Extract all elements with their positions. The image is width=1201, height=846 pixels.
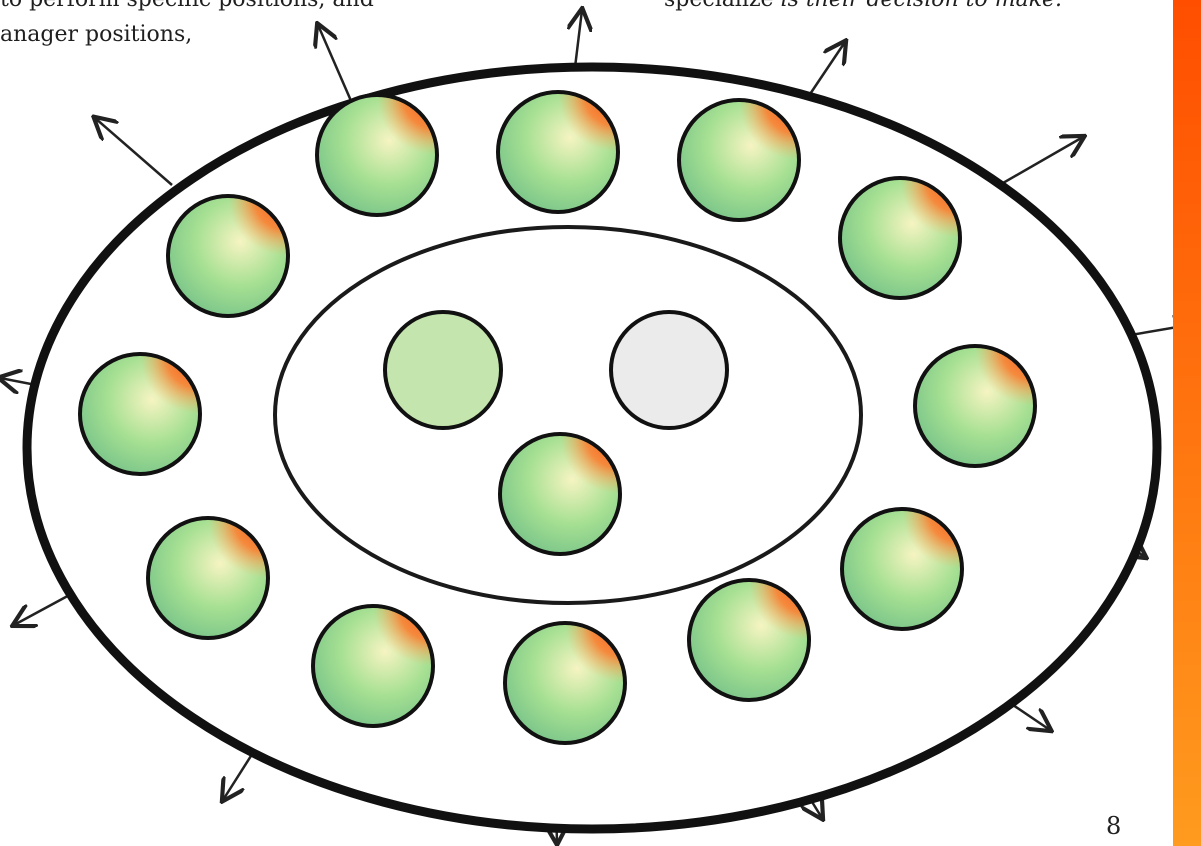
gradient-ball — [166, 194, 290, 318]
gradient-ball — [315, 93, 439, 217]
outward-arrow — [95, 118, 173, 186]
cropped-text-right: specialize is their decision to make. — [664, 0, 1062, 13]
gradient-ball — [838, 176, 962, 300]
gradient-ball — [840, 507, 964, 631]
cropped-text-right-italic: is their decision to make. — [781, 0, 1063, 12]
cropped-text-right-plain: specialize — [664, 0, 781, 12]
inner-ring — [273, 225, 863, 605]
outer-ball-ring — [78, 90, 1037, 745]
cropped-text-line-1: to perform specific positions, and — [0, 0, 374, 13]
inner-circle-group — [383, 310, 729, 556]
cropped-text-line-2: anager positions, — [0, 22, 193, 47]
inner-gradient-ball — [498, 432, 622, 556]
outward-arrow — [318, 25, 357, 111]
gradient-ball — [146, 516, 270, 640]
inner-plain-gray-circle — [609, 310, 729, 430]
gradient-ball — [913, 344, 1037, 468]
gradient-ball — [496, 90, 620, 214]
gradient-ball — [78, 352, 202, 476]
gradient-ball — [311, 604, 435, 728]
orange-accent-bar — [1173, 0, 1201, 846]
gradient-ball — [687, 578, 811, 702]
gradient-ball — [677, 98, 801, 222]
page-number: 8 — [1106, 812, 1122, 840]
gradient-ball — [503, 621, 627, 745]
inner-plain-green-circle — [383, 310, 503, 430]
